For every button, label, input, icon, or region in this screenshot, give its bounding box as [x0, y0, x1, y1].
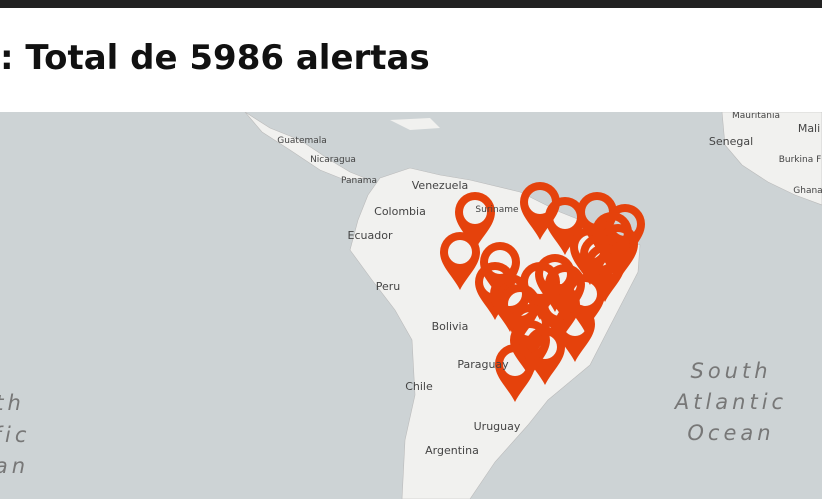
alert-marker[interactable]	[440, 232, 480, 290]
alert-markers	[440, 182, 645, 402]
place-label: Mauritania	[732, 112, 780, 121]
place-label: Guatemala	[277, 136, 327, 146]
place-label: Ghana	[793, 186, 822, 196]
top-bar	[0, 0, 822, 8]
alert-marker[interactable]	[455, 192, 495, 250]
place-label: Nicaragua	[310, 155, 356, 165]
ocean-label: South	[690, 359, 771, 383]
south-america	[349, 167, 641, 499]
ocean-label: fic	[0, 423, 30, 447]
ocean-label: Ocean	[687, 421, 774, 445]
caribbean	[390, 118, 440, 130]
place-label: Panama	[341, 176, 377, 186]
place-label: Burkina F	[779, 155, 822, 165]
place-label: Peru	[376, 280, 401, 293]
alert-marker[interactable]	[545, 197, 585, 255]
map-labels: Mauritania Mali Senegal Burkina F Ghana Guate…	[0, 112, 822, 478]
africa	[721, 112, 822, 206]
ocean-label: th	[0, 391, 25, 415]
ocean-label: Atlantic	[673, 390, 787, 414]
alert-marker[interactable]	[545, 264, 585, 322]
place-label: Mali	[798, 122, 820, 135]
place-label: Uruguay	[474, 420, 521, 433]
page-title: : Total de 5986 alertas	[0, 38, 430, 78]
map: Mauritania Mali Senegal Burkina F Ghana Guate…	[0, 112, 822, 499]
ocean-label: an	[0, 454, 29, 478]
alert-marker[interactable]	[495, 344, 535, 402]
place-label: Suriname	[475, 205, 519, 215]
place-label: Venezuela	[412, 179, 469, 192]
alert-marker[interactable]	[585, 244, 625, 302]
place-label: Argentina	[425, 444, 479, 457]
place-label: Ecuador	[348, 229, 393, 242]
place-label: Chile	[405, 380, 433, 393]
alert-marker[interactable]	[555, 304, 595, 362]
central-america	[244, 112, 366, 181]
place-label: Senegal	[709, 135, 753, 148]
place-label: Paraguay	[457, 358, 509, 371]
place-label: Bolivia	[432, 320, 469, 333]
place-label: Colombia	[374, 205, 426, 218]
